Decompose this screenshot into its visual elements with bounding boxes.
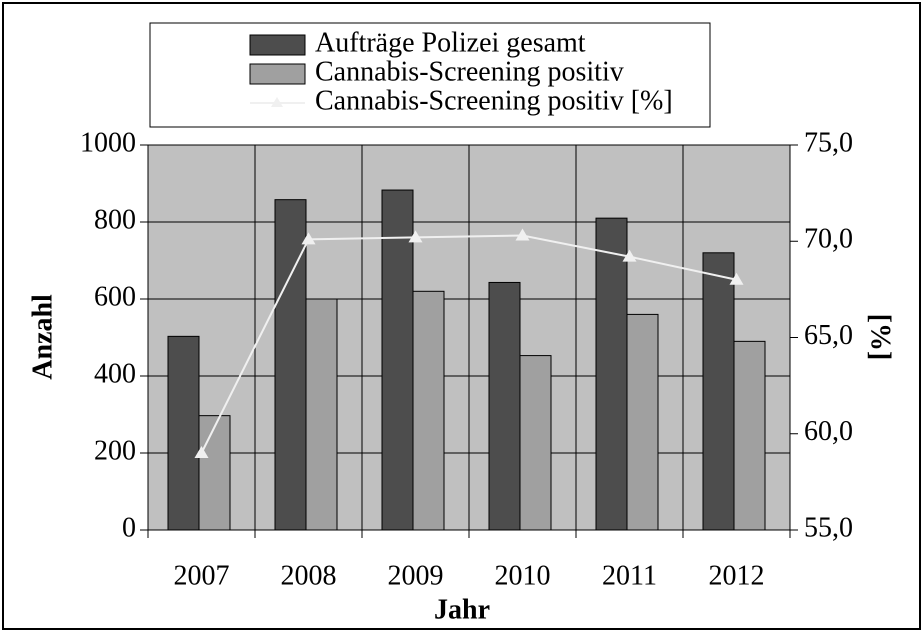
- x-tick-label: 2012: [709, 560, 765, 591]
- x-tick-label: 2007: [174, 560, 230, 591]
- line-marker: [622, 249, 637, 262]
- y-tick-label: 400: [94, 358, 136, 389]
- x-tick-label: 2008: [281, 560, 337, 591]
- bar: [626, 313, 659, 531]
- y-axis-label: Anzahl: [27, 294, 58, 380]
- y2-tick-label: 65,0: [804, 320, 853, 351]
- bar: [305, 298, 338, 531]
- y2-tick-label: 60,0: [804, 416, 853, 447]
- line-marker: [729, 272, 744, 285]
- y-tick-label: 1000: [80, 127, 136, 158]
- bar: [412, 290, 445, 531]
- y2-tick-label: 70,0: [804, 224, 853, 255]
- legend-label: Cannabis-Screening positiv: [315, 56, 624, 87]
- x-tick-label: 2009: [388, 560, 444, 591]
- legend-box: [149, 22, 711, 128]
- legend-label: Aufträge Polizei gesamt: [315, 27, 586, 58]
- line-marker: [408, 230, 423, 243]
- x-tick-label: 2010: [495, 560, 551, 591]
- bar: [519, 355, 552, 531]
- y2-axis-label: [%]: [865, 314, 896, 361]
- y2-tick-label: 75,0: [804, 127, 853, 158]
- y-tick-label: 600: [94, 281, 136, 312]
- x-axis-label: Jahr: [434, 594, 490, 625]
- bar: [381, 189, 414, 531]
- y-tick-label: 0: [122, 512, 136, 543]
- bar: [198, 415, 231, 531]
- legend-swatch: [249, 34, 306, 56]
- legend-swatch: [249, 63, 306, 85]
- legend-label: Cannabis-Screening positiv [%]: [315, 85, 673, 116]
- bar: [274, 199, 307, 531]
- line-marker: [301, 232, 316, 245]
- bar: [595, 217, 628, 531]
- x-tick-label: 2011: [602, 560, 657, 591]
- bar: [702, 252, 735, 531]
- y2-tick-label: 55,0: [804, 512, 853, 543]
- y-tick-label: 800: [94, 204, 136, 235]
- line-marker: [515, 228, 530, 241]
- bar: [733, 340, 766, 531]
- y-tick-label: 200: [94, 435, 136, 466]
- line: [200, 234, 737, 454]
- bar: [167, 335, 200, 531]
- legend-marker: [271, 97, 283, 107]
- line-marker: [194, 446, 209, 458]
- bar: [488, 281, 521, 531]
